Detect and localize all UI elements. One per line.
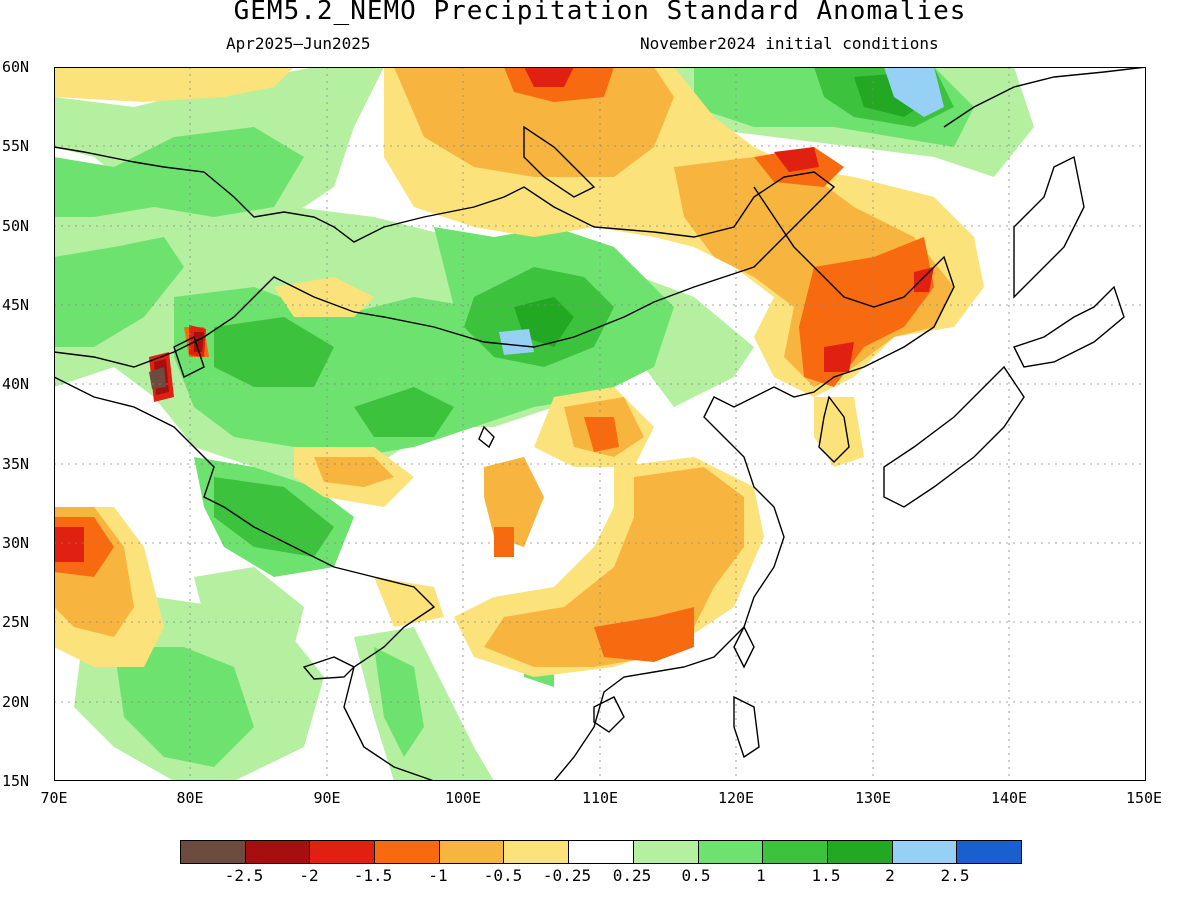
coastlines-borders	[54, 67, 1146, 781]
legend-swatch	[504, 841, 570, 863]
legend-label: 2.5	[940, 866, 970, 885]
legend-label: 0.25	[612, 866, 652, 885]
legend-label: -0.5	[483, 866, 523, 885]
lon-label-110e: 110E	[581, 789, 619, 807]
initial-conditions: November2024 initial conditions	[640, 34, 939, 53]
legend-label: -1.5	[353, 866, 393, 885]
lon-label-130e: 130E	[854, 789, 892, 807]
forecast-period: Apr2025—Jun2025	[226, 34, 371, 53]
legend-swatch	[763, 841, 828, 863]
lon-label-80e: 80E	[176, 789, 204, 807]
gridlines	[54, 67, 1146, 781]
lat-label-25n: 25N	[2, 613, 30, 631]
legend-label: 0.5	[681, 866, 711, 885]
color-legend	[180, 840, 1022, 864]
legend-swatch	[375, 841, 440, 863]
red-areas	[54, 67, 934, 562]
lat-label-20n: 20N	[2, 693, 30, 711]
map-title: GEM5.2_NEMO Precipitation Standard Anoma…	[233, 0, 967, 26]
lat-label-40n: 40N	[2, 375, 30, 393]
legend-swatch	[439, 841, 505, 863]
lat-label-35n: 35N	[2, 455, 30, 473]
legend-label: -2	[299, 866, 319, 885]
lon-label-90e: 90E	[313, 789, 341, 807]
legend-label: -1	[428, 866, 448, 885]
lat-label-45n: 45N	[2, 296, 30, 314]
legend-swatch	[569, 841, 634, 863]
lon-label-70e: 70E	[40, 789, 68, 807]
lat-label-60n: 60N	[2, 58, 30, 76]
legend-swatch	[245, 841, 311, 863]
legend-swatch	[957, 841, 1021, 863]
legend-label: -2.5	[224, 866, 264, 885]
light-blue-areas	[499, 67, 944, 355]
legend-swatch	[310, 841, 376, 863]
lon-label-120e: 120E	[717, 789, 755, 807]
legend-swatch	[181, 841, 246, 863]
lat-label-50n: 50N	[2, 217, 30, 235]
anomaly-map	[54, 67, 1146, 781]
lat-label-30n: 30N	[2, 534, 30, 552]
legend-swatch	[698, 841, 764, 863]
lat-label-15n: 15N	[2, 772, 30, 790]
legend-label: 1.5	[811, 866, 841, 885]
brown-areas	[149, 367, 166, 389]
legend-label: 1	[756, 866, 766, 885]
lon-label-100e: 100E	[444, 789, 482, 807]
lat-label-55n: 55N	[2, 137, 30, 155]
lon-label-150e: 150E	[1125, 789, 1163, 807]
legend-swatch	[633, 841, 699, 863]
legend-swatch	[892, 841, 958, 863]
legend-label: 2	[885, 866, 895, 885]
legend-swatch	[827, 841, 893, 863]
lon-label-140e: 140E	[990, 789, 1028, 807]
legend-label: -0.25	[542, 866, 592, 885]
